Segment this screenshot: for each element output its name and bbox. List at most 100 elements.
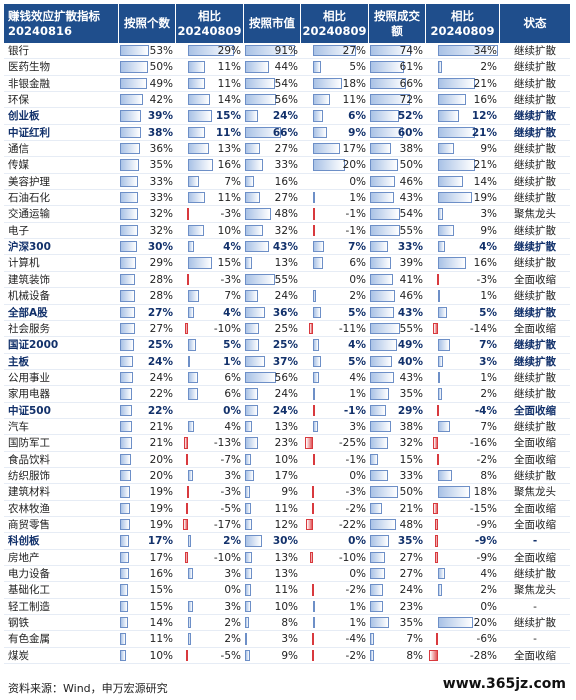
mcap-chg-cell: 11% [301,92,369,107]
positive-data-bar [245,126,282,139]
value-label: 15% [215,110,241,123]
header-count-change: 相比 20240809 [176,4,244,43]
value-label: -1% [343,404,366,417]
status-badge: 继续扩散 [514,143,556,156]
amt-cell: 43% [369,305,426,320]
value-label: 1% [349,617,366,630]
mcap-chg-cell: -10% [301,550,369,565]
value-label: 4% [223,306,241,319]
table-row: 建筑材料 19% -3% 9% -3% 50% 18% 聚焦龙头 [4,484,570,501]
table-row: 商贸零售 19% -17% 12% -22% 48% -9% 全面收缩 [4,517,570,534]
source-note: 资料来源：Wind，申万宏源研究 [8,682,168,695]
count-chg-cell: 4% [176,239,244,254]
value-label: 32% [274,224,298,237]
positive-data-bar [245,143,260,155]
amt-cell: 38% [369,419,426,434]
value-label: 0% [349,568,366,580]
count-cell: 16% [119,566,176,581]
amt-chg-cell: 21% [426,125,500,140]
value-label: 13% [274,257,298,270]
mcap-cell: 27% [244,141,301,156]
count-chg-cell: 29% [176,43,244,58]
value-label: 13% [274,420,298,433]
positive-data-bar [120,94,144,106]
value-label: 0% [224,584,241,597]
amt-chg-cell: 9% [426,223,500,238]
value-label: 16% [274,175,298,188]
value-label: 24% [274,290,298,303]
positive-data-bar [245,290,259,302]
mcap-chg-cell: -1% [301,223,369,238]
status-badge: 继续扩散 [514,388,556,401]
value-label: 13% [274,551,298,564]
value-label: 2% [224,633,241,646]
positive-data-bar [370,339,397,351]
amt-chg-cell: 21% [426,157,500,172]
count-chg-cell: 1% [176,354,244,369]
positive-data-bar [370,617,390,629]
amt-chg-cell: -3% [426,272,500,287]
value-label: 19% [149,502,173,515]
amt-chg-cell: 4% [426,239,500,254]
count-chg-cell: 11% [176,76,244,91]
row-label: 国防军工 [8,437,50,450]
positive-data-bar [245,486,250,498]
row-label: 环保 [8,94,29,107]
positive-data-bar [120,617,128,629]
value-label: 7% [224,290,241,303]
value-label: 14% [473,175,497,188]
positive-data-bar [370,486,398,498]
table-row: 公用事业 24% 6% 56% 4% 43% 1% 继续扩散 [4,370,570,387]
mcap-chg-cell: 9% [301,125,369,140]
positive-data-bar [438,77,476,90]
value-label: 54% [399,208,423,221]
positive-data-bar [188,600,193,613]
value-label: 24% [272,110,298,123]
negative-data-bar [433,502,438,514]
row-label: 交通运输 [8,208,50,221]
count-cell: 15% [119,582,176,597]
value-label: 11% [274,502,298,515]
status-badge: 继续扩散 [514,469,556,482]
mcap-cell: 27% [244,190,301,205]
positive-data-bar [120,518,131,531]
value-label: -14% [469,322,497,335]
row-label: 石油石化 [8,192,50,205]
row-label: 中证500 [8,404,51,417]
value-label: 29% [149,257,173,270]
positive-data-bar [188,257,212,269]
count-cell: 42% [119,92,176,107]
positive-data-bar [188,420,195,433]
negative-data-bar [435,518,438,531]
row-label: 中证红利 [8,126,50,139]
row-label: 轻工制造 [8,600,50,613]
count-chg-cell: 3% [176,599,244,614]
status-badge: 聚焦龙头 [514,208,556,221]
row-label: 建筑材料 [8,486,50,499]
positive-data-bar [245,257,253,269]
mcap-cell: 3% [244,631,301,646]
row-label: 非银金融 [8,77,50,90]
amt-cell: 55% [369,223,426,238]
value-label: 0% [480,600,497,613]
amt-chg-cell: 2% [426,582,500,597]
count-cell: 28% [119,288,176,303]
positive-data-bar [120,437,132,449]
count-cell: 14% [119,615,176,630]
positive-data-bar [120,633,127,645]
value-label: 38% [399,420,423,433]
positive-data-bar [313,388,315,400]
value-label: 49% [149,77,173,90]
positive-data-bar [370,77,407,90]
table-body: 银行 53% 29% 91% 27% 74% 34% 继续扩散 医药生物 50% 11% 44% 5% 6… [4,43,570,665]
row-label: 钢铁 [8,617,29,630]
positive-data-bar [188,355,190,367]
count-cell: 11% [119,631,176,646]
mcap-cell: 11% [244,582,301,597]
value-label: 6% [349,257,366,270]
mcap-cell: 24% [244,386,301,401]
value-label: 9% [281,649,298,662]
mcap-cell: 43% [244,239,301,254]
amt-cell: 40% [369,354,426,369]
value-label: 33% [399,469,423,482]
